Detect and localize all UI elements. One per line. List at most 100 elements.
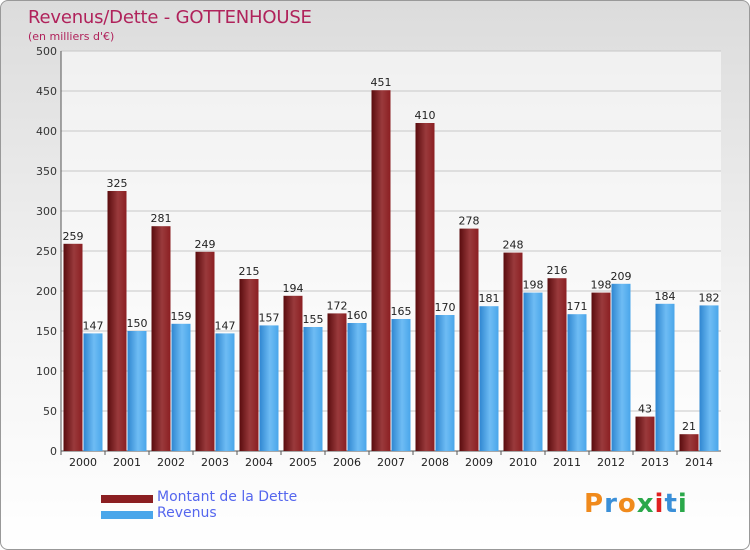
data-label-revenus: 209 <box>611 270 632 283</box>
bar-revenus <box>215 333 235 451</box>
bar-revenus <box>303 327 323 451</box>
data-label-dette: 216 <box>547 264 568 277</box>
bar-revenus <box>127 331 147 451</box>
x-tick-label: 2001 <box>113 456 141 469</box>
data-label-dette: 278 <box>459 215 480 228</box>
x-tick-label: 2005 <box>289 456 317 469</box>
data-label-revenus: 182 <box>699 291 720 304</box>
bar-dette <box>371 90 391 451</box>
bar-revenus <box>523 292 543 451</box>
data-label-revenus: 147 <box>83 319 104 332</box>
y-tick-label: 250 <box>36 245 57 258</box>
data-label-revenus: 181 <box>479 292 500 305</box>
x-tick-label: 2009 <box>465 456 493 469</box>
data-label-revenus: 165 <box>391 305 412 318</box>
y-tick-label: 350 <box>36 165 57 178</box>
y-tick-label: 0 <box>50 445 57 458</box>
x-tick-label: 2008 <box>421 456 449 469</box>
y-tick-label: 200 <box>36 285 57 298</box>
data-label-dette: 281 <box>151 212 172 225</box>
y-tick-label: 150 <box>36 325 57 338</box>
bar-dette <box>151 226 171 451</box>
data-label-revenus: 184 <box>655 290 676 303</box>
logo-letter: x <box>636 489 655 519</box>
bar-dette <box>63 243 83 451</box>
data-label-dette: 172 <box>327 299 348 312</box>
bar-revenus <box>435 315 455 451</box>
bar-dette <box>503 252 523 451</box>
x-tick-label: 2002 <box>157 456 185 469</box>
legend-label-revenus: Revenus <box>157 505 217 521</box>
logo-letter: i <box>677 489 688 519</box>
logo-letter: P <box>584 489 605 519</box>
data-label-revenus: 170 <box>435 301 456 314</box>
bar-revenus <box>655 303 675 451</box>
x-tick-label: 2006 <box>333 456 361 469</box>
x-tick-label: 2007 <box>377 456 405 469</box>
data-label-dette: 451 <box>371 76 392 89</box>
data-label-revenus: 160 <box>347 309 368 322</box>
bar-dette <box>195 251 215 451</box>
logo-letter: o <box>617 489 637 519</box>
data-label-dette: 249 <box>195 238 216 251</box>
bar-dette <box>679 434 699 451</box>
bar-dette <box>459 228 479 451</box>
data-label-dette: 248 <box>503 239 524 252</box>
y-tick-label: 450 <box>36 85 57 98</box>
bar-revenus <box>347 323 367 451</box>
data-label-dette: 43 <box>638 403 652 416</box>
bar-revenus <box>171 323 191 451</box>
legend-swatch-dette <box>101 495 153 503</box>
y-tick-label: 50 <box>43 405 57 418</box>
bar-dette <box>327 313 347 451</box>
bar-dette <box>107 191 127 451</box>
data-label-dette: 215 <box>239 265 260 278</box>
data-label-revenus: 171 <box>567 300 588 313</box>
data-label-revenus: 157 <box>259 311 280 324</box>
bar-dette <box>635 416 655 451</box>
bar-revenus <box>567 314 587 451</box>
data-label-revenus: 150 <box>127 317 148 330</box>
bar-revenus <box>391 319 411 451</box>
data-label-dette: 259 <box>63 230 84 243</box>
bar-revenus <box>259 325 279 451</box>
logo-letter: t <box>664 489 678 519</box>
x-tick-label: 2000 <box>69 456 97 469</box>
bar-dette <box>547 278 567 451</box>
data-label-revenus: 147 <box>215 319 236 332</box>
data-label-dette: 21 <box>682 420 696 433</box>
x-tick-label: 2013 <box>641 456 669 469</box>
y-tick-label: 500 <box>36 45 57 58</box>
logo-letter: i <box>654 489 665 519</box>
x-tick-label: 2010 <box>509 456 537 469</box>
x-tick-label: 2011 <box>553 456 581 469</box>
data-label-revenus: 155 <box>303 313 324 326</box>
legend-swatch-revenus <box>101 511 153 519</box>
data-label-revenus: 198 <box>523 279 544 292</box>
bar-dette <box>591 292 611 451</box>
data-label-revenus: 159 <box>171 310 192 323</box>
proxiti-logo: Proxiti <box>584 489 688 519</box>
logo-letter: r <box>604 489 618 519</box>
x-tick-label: 2004 <box>245 456 273 469</box>
x-tick-label: 2014 <box>685 456 713 469</box>
bar-revenus <box>479 306 499 451</box>
bar-dette <box>283 295 303 451</box>
bar-dette <box>239 279 259 451</box>
data-label-dette: 325 <box>107 177 128 190</box>
bar-revenus <box>699 305 719 451</box>
chart-title: Revenus/Dette - GOTTENHOUSE <box>28 7 312 28</box>
chart-subtitle: (en milliers d'€) <box>28 30 115 43</box>
bar-dette <box>415 123 435 451</box>
bar-revenus <box>611 283 631 451</box>
y-tick-label: 300 <box>36 205 57 218</box>
bar-revenus <box>83 333 103 451</box>
data-label-dette: 194 <box>283 282 304 295</box>
x-tick-label: 2003 <box>201 456 229 469</box>
data-label-dette: 410 <box>415 109 436 122</box>
y-tick-label: 100 <box>36 365 57 378</box>
y-tick-label: 400 <box>36 125 57 138</box>
legend-label-dette: Montant de la Dette <box>157 489 298 505</box>
